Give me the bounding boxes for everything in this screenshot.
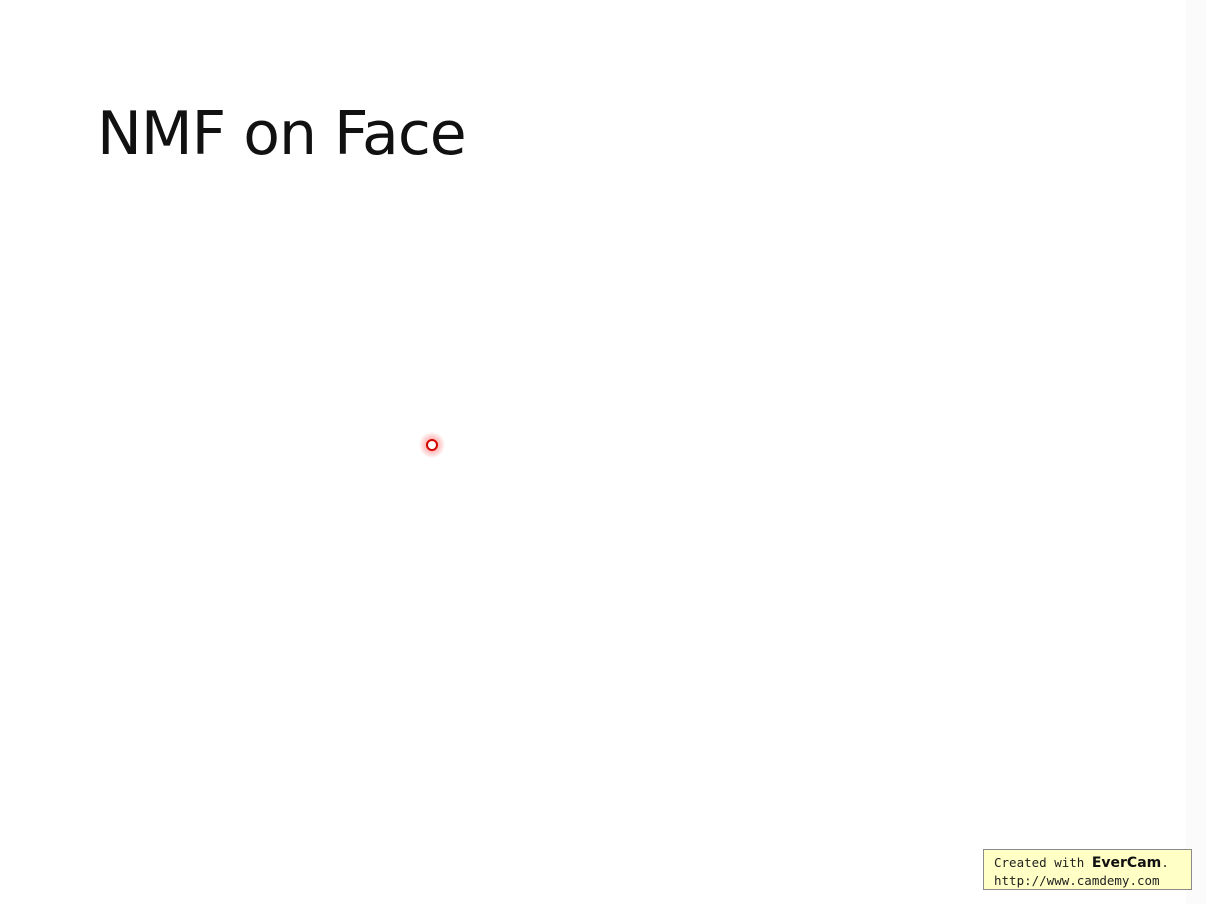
slide-title: NMF on Face	[97, 99, 467, 169]
laser-pointer-icon	[419, 432, 445, 458]
laser-pointer-dot	[426, 439, 438, 451]
watermark-line-1: Created with EverCam.	[994, 854, 1191, 872]
watermark-prefix: Created with	[994, 855, 1092, 870]
watermark-url: http://www.camdemy.com	[994, 873, 1160, 888]
watermark-brand: EverCam	[1091, 855, 1162, 871]
watermark-suffix: .	[1161, 855, 1169, 870]
evercam-watermark: Created with EverCam. http://www.camdemy…	[983, 849, 1192, 890]
right-gutter	[1186, 0, 1206, 904]
